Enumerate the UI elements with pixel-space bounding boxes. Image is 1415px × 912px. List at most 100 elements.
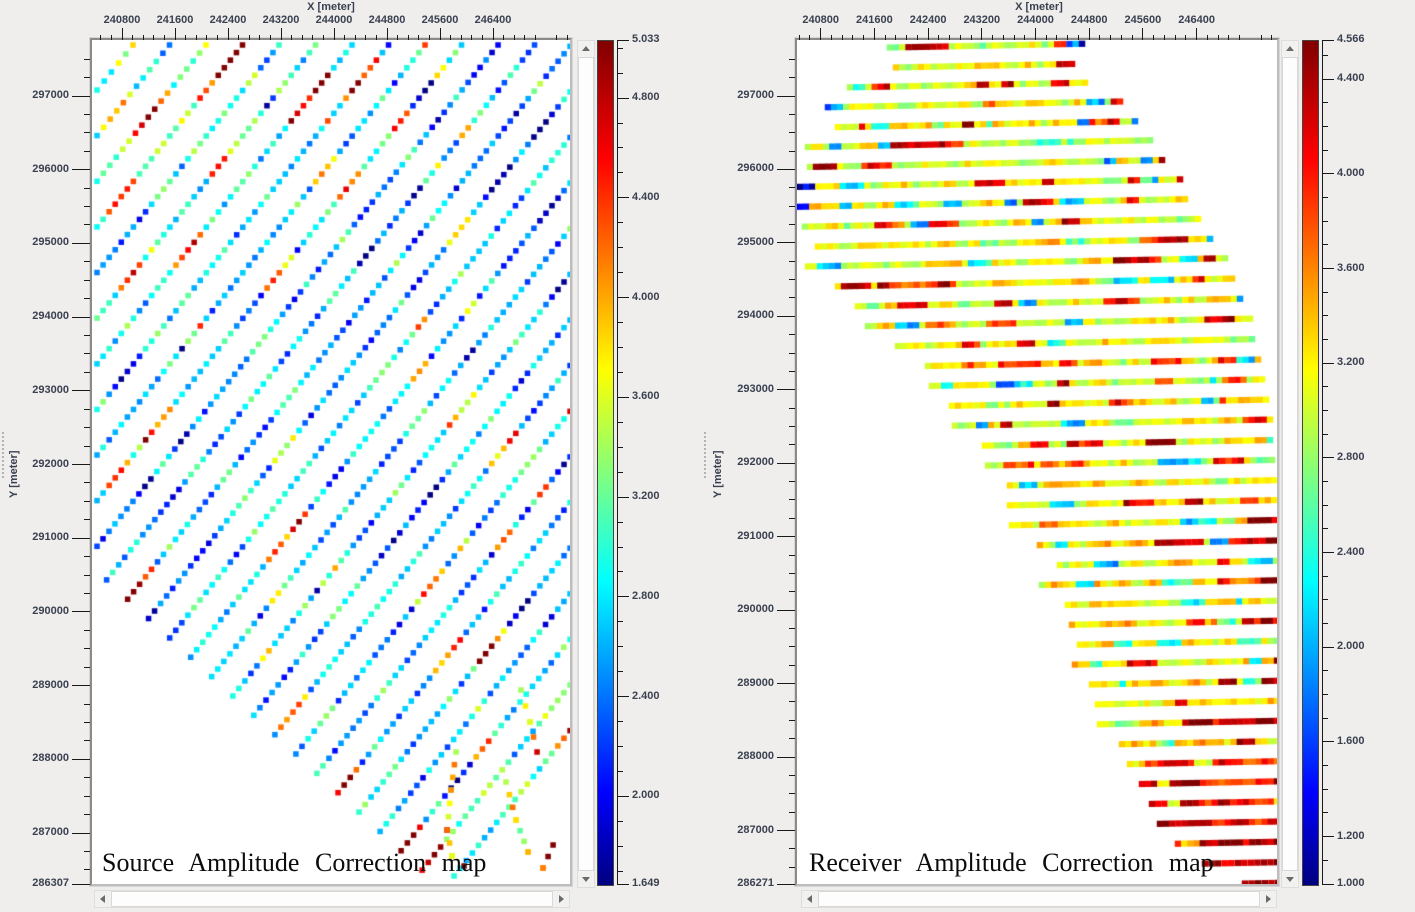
x-major-tick xyxy=(492,28,494,40)
source-scroll-left-button[interactable] xyxy=(95,891,110,906)
colorbar-major-tick xyxy=(1322,457,1334,459)
y-minor-tick xyxy=(789,811,795,813)
y-minor-tick xyxy=(84,427,90,429)
y-major-tick xyxy=(777,683,795,685)
colorbar-minor-tick xyxy=(1322,623,1328,625)
x-minor-tick xyxy=(1056,35,1058,40)
receiver-vertical-scrollbar[interactable] xyxy=(1281,40,1299,888)
x-minor-tick xyxy=(1153,35,1155,40)
colorbar-major-tick xyxy=(617,496,629,498)
y-major-tick xyxy=(72,169,90,171)
colorbar-minor-tick xyxy=(617,771,623,773)
colorbar-minor-tick xyxy=(617,471,623,473)
y-minor-tick xyxy=(84,574,90,576)
y-minor-tick xyxy=(84,648,90,650)
y-minor-tick xyxy=(84,740,90,742)
source-horizontal-scrollbar[interactable] xyxy=(94,890,570,908)
colorbar-minor-tick xyxy=(617,122,623,124)
receiver-horizontal-scrollbar[interactable] xyxy=(801,890,1277,908)
y-major-tick xyxy=(72,611,90,613)
y-minor-tick xyxy=(789,132,795,134)
y-minor-tick xyxy=(789,572,795,574)
colorbar-tick-label: 2.800 xyxy=(1337,450,1365,463)
receiver-scroll-left-button[interactable] xyxy=(802,891,817,906)
x-major-tick xyxy=(927,28,929,40)
x-minor-tick xyxy=(1067,35,1069,40)
source-scatter-canvas[interactable] xyxy=(92,40,570,884)
y-minor-tick xyxy=(84,132,90,134)
y-minor-tick xyxy=(84,187,90,189)
colorbar-tick-label: 1.000 xyxy=(1337,877,1365,889)
x-minor-tick xyxy=(322,35,324,40)
y-tick-label: 296000 xyxy=(32,162,69,175)
x-minor-tick xyxy=(1024,35,1026,40)
receiver-scroll-up-button[interactable] xyxy=(1282,41,1297,56)
x-minor-tick xyxy=(895,35,897,40)
x-minor-tick xyxy=(992,35,994,40)
receiver-scatter-canvas[interactable] xyxy=(797,40,1277,884)
colorbar-minor-tick xyxy=(617,272,623,274)
y-minor-tick xyxy=(789,701,795,703)
y-major-tick xyxy=(72,95,90,97)
x-axis-title: X [meter] xyxy=(307,1,355,13)
y-major-tick xyxy=(777,536,795,538)
colorbar-major-tick xyxy=(1322,741,1334,743)
colorbar-tick-label: 4.000 xyxy=(1337,166,1365,179)
x-minor-tick xyxy=(1239,35,1241,40)
colorbar-minor-tick xyxy=(1322,575,1328,577)
receiver-hscroll-thumb[interactable] xyxy=(818,891,1260,907)
x-major-tick xyxy=(439,28,441,40)
colorbar-minor-tick xyxy=(1322,410,1328,412)
y-minor-tick xyxy=(789,113,795,115)
source-hscroll-thumb[interactable] xyxy=(111,891,553,907)
colorbar-major-tick xyxy=(617,696,629,698)
receiver-colorbar xyxy=(1302,40,1319,886)
y-major-tick xyxy=(72,242,90,244)
colorbar-major-tick xyxy=(1322,39,1334,41)
receiver-vscroll-thumb[interactable] xyxy=(1282,57,1298,871)
source-scroll-right-button[interactable] xyxy=(554,891,569,906)
x-minor-tick xyxy=(534,35,536,40)
x-minor-tick xyxy=(471,35,473,40)
x-tick-label: 242400 xyxy=(209,14,247,26)
colorbar-minor-tick xyxy=(1322,717,1328,719)
y-major-tick xyxy=(777,95,795,97)
x-minor-tick xyxy=(1174,35,1176,40)
y-minor-tick xyxy=(789,774,795,776)
receiver-scroll-down-button[interactable] xyxy=(1282,872,1297,887)
source-vscroll-thumb[interactable] xyxy=(578,57,594,871)
y-minor-tick xyxy=(84,371,90,373)
source-vertical-scrollbar[interactable] xyxy=(577,40,595,888)
colorbar-tick-label: 3.200 xyxy=(632,490,660,503)
x-major-tick xyxy=(174,28,176,40)
colorbar-tick-label: 4.800 xyxy=(632,91,660,104)
colorbar-tick-label: 2.000 xyxy=(1337,640,1365,653)
y-minor-tick xyxy=(789,591,795,593)
source-scroll-down-button[interactable] xyxy=(578,872,593,887)
arrow-left-icon xyxy=(807,894,812,903)
pane-splitter-handle[interactable] xyxy=(704,432,706,478)
x-minor-tick xyxy=(970,35,972,40)
colorbar-minor-tick xyxy=(617,646,623,648)
colorbar-minor-tick xyxy=(1322,788,1328,790)
y-minor-tick xyxy=(789,738,795,740)
y-minor-tick xyxy=(84,721,90,723)
y-tick-label: 291000 xyxy=(737,529,774,542)
colorbar-tick-label: 4.000 xyxy=(632,290,660,303)
x-minor-tick xyxy=(1045,35,1047,40)
receiver-scroll-right-button[interactable] xyxy=(1261,891,1276,906)
colorbar-minor-tick xyxy=(617,820,623,822)
y-tick-label: 297000 xyxy=(737,89,774,101)
y-major-tick xyxy=(72,537,90,539)
colorbar-tick-label: 4.400 xyxy=(1337,72,1365,85)
x-tick-label: 244800 xyxy=(368,14,406,26)
arrow-up-icon xyxy=(1285,46,1294,51)
x-minor-tick xyxy=(503,35,505,40)
source-scroll-up-button[interactable] xyxy=(578,41,593,56)
y-tick-label: 295000 xyxy=(32,236,69,249)
y-major-tick xyxy=(72,464,90,465)
pane-splitter-handle[interactable] xyxy=(2,432,4,478)
y-minor-tick xyxy=(84,482,90,484)
colorbar-minor-tick xyxy=(617,172,623,174)
colorbar-major-tick xyxy=(1322,173,1334,175)
